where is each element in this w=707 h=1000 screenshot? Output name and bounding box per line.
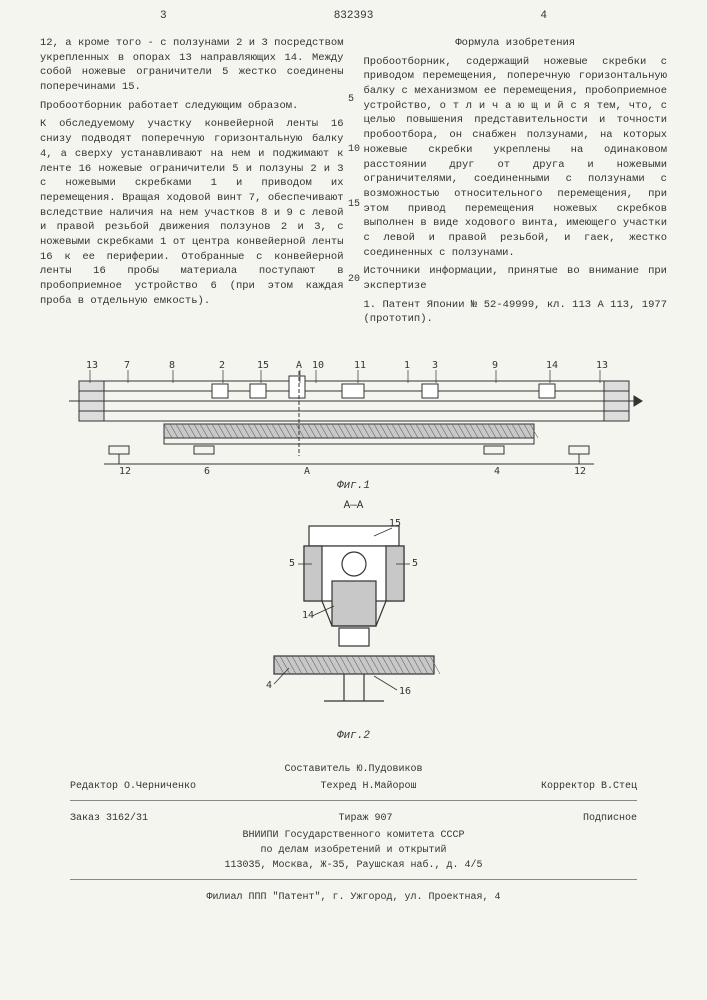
footer-tirazh: Тираж 907	[338, 811, 392, 826]
fig1-label: 15	[257, 360, 269, 371]
fig1-label: 8	[169, 360, 175, 371]
fig1-label: 3	[432, 360, 438, 371]
fig1-label: 13	[596, 360, 608, 371]
fig1-label: 7	[124, 360, 130, 371]
fig1-label: 9	[492, 360, 498, 371]
fig1-label: 1	[404, 360, 410, 371]
footer-zakaz: Заказ 3162/31	[70, 811, 148, 826]
footer-addr1: 113035, Москва, Ж-35, Раушская наб., д. …	[40, 858, 667, 873]
fig2-label-4: 4	[266, 680, 272, 691]
fig1-label: A	[296, 360, 302, 371]
fig2-label-15: 15	[389, 518, 401, 529]
footer-korrektor: Корректор В.Стец	[541, 779, 637, 794]
fig2-label-16: 16	[399, 686, 411, 697]
page: 3 832393 4 5101520 12, а кроме того - с …	[0, 0, 707, 1000]
footer-tehred: Техред Н.Майорош	[321, 779, 417, 794]
footer-redaktor: Редактор О.Черниченко	[70, 779, 196, 794]
column-right: Формула изобретения Пробоотборник, содерж…	[364, 32, 668, 331]
body-paragraph: 1. Патент Японии № 52-49999, кл. 113 A 1…	[364, 298, 668, 327]
body-paragraph: 12, а кроме того - с ползунами 2 и 3 пос…	[40, 36, 344, 95]
line-number: 20	[348, 275, 360, 285]
fig1-label: 13	[86, 360, 98, 371]
fig2-caption: Фиг.2	[40, 730, 667, 742]
body-paragraph: Пробоотборник работает следующим образом…	[40, 99, 344, 114]
formula-title: Формула изобретения	[364, 36, 668, 51]
figure-1: 1378215A10111391413126A412	[64, 346, 644, 476]
line-number: 10	[348, 145, 360, 155]
fig1-bottom-label: 12	[574, 466, 586, 476]
page-num-right: 4	[540, 10, 547, 22]
fig1-label: 11	[354, 360, 366, 371]
body-paragraph: К обследуемому участку конвейерной ленты…	[40, 117, 344, 308]
body-paragraph: Пробоотборник, содержащий ножевые скребк…	[364, 55, 668, 261]
line-number: 5	[348, 95, 354, 105]
two-column-text: 12, а кроме того - с ползунами 2 и 3 пос…	[40, 32, 667, 331]
footer-org2: по делам изобретений и открытий	[40, 843, 667, 858]
fig1-label: 14	[546, 360, 558, 371]
footer-sostav: Составитель Ю.Пудовиков	[40, 762, 667, 777]
header: 3 832393 4	[40, 10, 667, 22]
body-paragraph: Источники информации, принятые во вниман…	[364, 264, 668, 293]
fig1-bottom-label: 6	[204, 466, 210, 476]
page-num-left: 3	[160, 10, 167, 22]
fig1-label: 10	[312, 360, 324, 371]
footer-podpisnoe: Подписное	[583, 811, 637, 826]
column-left: 12, а кроме того - с ползунами 2 и 3 пос…	[40, 32, 344, 331]
footer-org1: ВНИИПИ Государственного комитета СССР	[40, 828, 667, 843]
figures-area: 1378215A10111391413126A412 Фиг.1 A—A	[40, 346, 667, 742]
line-number: 15	[348, 200, 360, 210]
section-label: A—A	[40, 500, 667, 512]
figure-2: 15 5 5 14 4 16	[254, 516, 454, 726]
footer: Составитель Ю.Пудовиков Редактор О.Черни…	[40, 762, 667, 905]
fig1-caption: Фиг.1	[40, 480, 667, 492]
fig1-bottom-label: 12	[119, 466, 131, 476]
fig1-bottom-label: 4	[494, 466, 500, 476]
doc-number: 832393	[334, 10, 374, 22]
fig2-label-5l: 5	[289, 558, 295, 569]
footer-filial: Филиал ППП "Патент", г. Ужгород, ул. Про…	[40, 890, 667, 905]
fig1-label: 2	[219, 360, 225, 371]
fig2-label-5r: 5	[412, 558, 418, 569]
fig1-bottom-label: A	[304, 466, 310, 476]
